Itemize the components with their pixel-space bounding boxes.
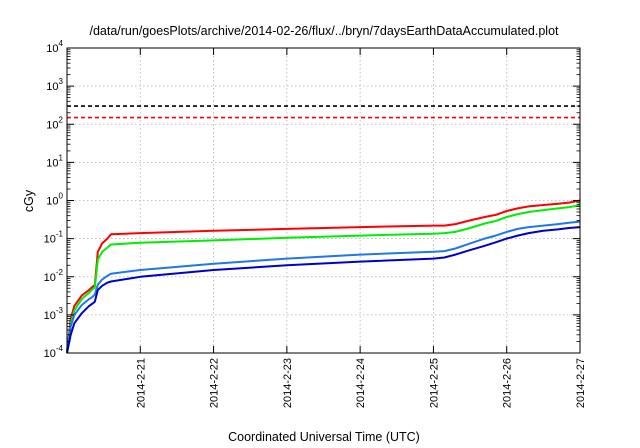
x-tick-label: 2014-2-22 (209, 358, 221, 408)
y-tick-label: 10-2 (44, 268, 64, 284)
y-tick-label: 10-4 (44, 344, 64, 360)
series-lines (66, 199, 581, 354)
series-line (66, 204, 581, 354)
series-line (66, 199, 581, 354)
series-line (66, 220, 581, 351)
series-line (66, 226, 581, 354)
x-tick-label: 2014-2-24 (355, 358, 367, 408)
y-tick-label: 10-3 (44, 306, 64, 322)
grid (67, 48, 580, 353)
y-tick-label: 104 (46, 39, 63, 55)
x-axis-label: Coordinated Universal Time (UTC) (228, 430, 420, 444)
y-tick-label: 102 (46, 115, 63, 131)
y-tick-label: 103 (46, 77, 63, 93)
chart-title: /data/run/goesPlots/archive/2014-02-26/f… (89, 24, 559, 38)
y-axis-label: cGy (22, 189, 36, 212)
y-tick-label: 10-1 (44, 230, 64, 246)
x-tick-label: 2014-2-21 (135, 358, 147, 408)
y-tick-label: 101 (46, 153, 63, 169)
x-tick-label: 2014-2-27 (575, 358, 587, 408)
x-tick-label: 2014-2-25 (428, 358, 440, 408)
y-tick-label: 100 (46, 192, 63, 208)
y-axis-ticks: 10-4 10-3 10-2 10-1 100 101 102 103 104 (44, 39, 580, 360)
threshold-lines (67, 105, 580, 119)
x-axis-ticks: 2014-2-21 2014-2-22 2014-2-23 2014-2-24 2014… (135, 48, 587, 408)
x-tick-label: 2014-2-26 (502, 358, 514, 408)
x-tick-label: 2014-2-23 (282, 358, 294, 408)
